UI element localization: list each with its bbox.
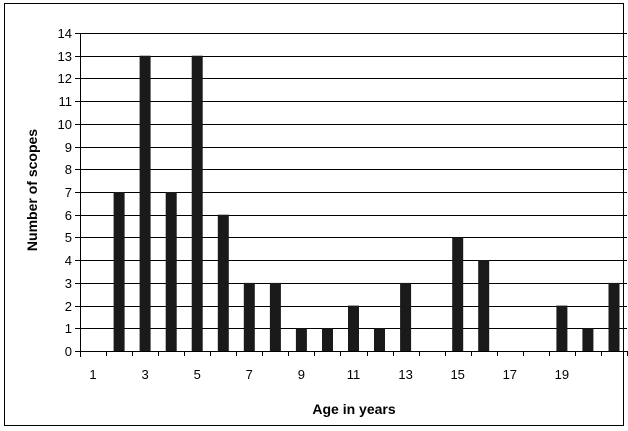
- x-tick-label: 11: [347, 367, 361, 382]
- bar-21: [608, 282, 620, 351]
- bar-19: [556, 305, 568, 351]
- bar-15: [452, 237, 464, 351]
- y-tick-label: 5: [65, 230, 72, 245]
- x-tick-label: 3: [141, 367, 148, 382]
- y-axis-title: Number of scopes: [24, 129, 40, 251]
- gridlines: [80, 33, 627, 352]
- y-tick-label: 9: [65, 140, 72, 155]
- x-tick-label: 19: [555, 367, 569, 382]
- y-tick-label: 11: [59, 94, 73, 109]
- bar-12: [374, 328, 385, 351]
- bar-5: [191, 55, 203, 351]
- x-tick-label: 13: [398, 367, 412, 382]
- x-axis-title: Age in years: [312, 401, 395, 417]
- bar-11: [348, 305, 359, 351]
- bar-8: [269, 282, 281, 351]
- bar-3: [139, 55, 151, 351]
- bar-10: [322, 328, 333, 351]
- x-tick-label: 7: [246, 367, 253, 382]
- y-tick-label: 3: [65, 276, 72, 291]
- bar-4: [165, 192, 177, 351]
- y-tick-label: 6: [65, 208, 72, 223]
- bars: [113, 55, 620, 351]
- bar-20: [582, 328, 594, 351]
- x-tick-labels: 1 3 5 7 9 11 13 15 17 19: [89, 367, 569, 382]
- y-tick-label: 2: [65, 299, 72, 314]
- bar-13: [400, 282, 412, 351]
- y-tick-label: 12: [58, 71, 72, 86]
- y-tick-label: 1: [65, 321, 72, 336]
- y-tick-label: 4: [65, 253, 72, 268]
- y-tick-label: 10: [58, 117, 72, 132]
- axes: [75, 33, 628, 357]
- y-tick-label: 8: [65, 162, 72, 177]
- y-tick-label: 0: [65, 344, 72, 359]
- y-tick-label: 13: [58, 49, 72, 64]
- x-tick-label: 17: [503, 367, 517, 382]
- y-tick-label: 14: [58, 26, 72, 41]
- bar-16: [478, 260, 490, 351]
- x-tick-label: 1: [89, 367, 96, 382]
- y-tick-label: 7: [65, 185, 72, 200]
- x-tick-label: 9: [298, 367, 305, 382]
- bar-2: [113, 192, 125, 351]
- x-tick-label: 15: [450, 367, 464, 382]
- bar-6: [217, 214, 229, 351]
- bar-7: [243, 282, 255, 351]
- x-tick-label: 5: [194, 367, 201, 382]
- bar-9: [295, 328, 307, 351]
